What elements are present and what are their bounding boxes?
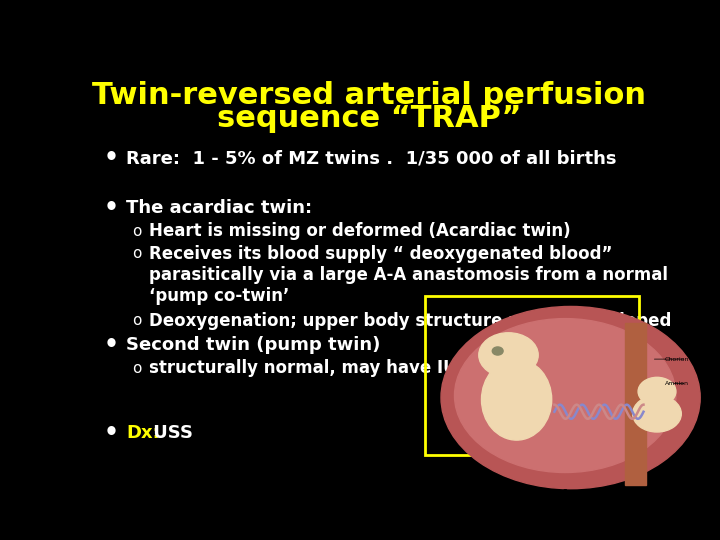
Text: •: •: [104, 334, 119, 357]
Text: Deoxygenation; upper body structure poorly developed: Deoxygenation; upper body structure poor…: [148, 312, 671, 329]
Ellipse shape: [454, 319, 676, 472]
Ellipse shape: [482, 359, 552, 440]
Text: Chorion: Chorion: [665, 356, 690, 362]
Text: TRAP Sequence: TRAP Sequence: [536, 489, 605, 498]
Text: The acardiac twin:: The acardiac twin:: [126, 199, 312, 217]
Text: ‘pump co-twin’: ‘pump co-twin’: [148, 287, 289, 305]
Circle shape: [479, 333, 539, 377]
Ellipse shape: [441, 306, 701, 489]
Text: (Twin-reversed arterial perf. also sequence): (Twin-reversed arterial perf. also seque…: [513, 498, 628, 503]
Text: •: •: [104, 421, 119, 445]
Text: Amnion: Amnion: [665, 381, 690, 386]
Text: sequence “TRAP”: sequence “TRAP”: [217, 104, 521, 133]
Circle shape: [638, 377, 676, 406]
Bar: [625, 322, 647, 485]
Circle shape: [492, 347, 503, 355]
Text: Second twin (pump twin): Second twin (pump twin): [126, 336, 381, 354]
Text: Heart is missing or deformed (Acardiac twin): Heart is missing or deformed (Acardiac t…: [148, 222, 570, 240]
Text: Rare:  1 - 5% of MZ twins .  1/35 000 of all births: Rare: 1 - 5% of MZ twins . 1/35 000 of a…: [126, 150, 617, 167]
Text: parasitically via a large A-A anastomosis from a normal: parasitically via a large A-A anastomosi…: [148, 266, 667, 284]
Text: Twin-reversed arterial perfusion: Twin-reversed arterial perfusion: [92, 82, 646, 111]
Text: Dx:: Dx:: [126, 424, 160, 442]
Text: structurally normal, may have IUGR: structurally normal, may have IUGR: [148, 359, 482, 377]
Bar: [426, 296, 639, 455]
Text: o: o: [132, 313, 141, 328]
Text: •: •: [104, 196, 119, 220]
Text: USS: USS: [148, 424, 194, 442]
Text: o: o: [132, 361, 141, 376]
Text: o: o: [132, 224, 141, 239]
Circle shape: [633, 395, 681, 432]
Text: Receives its blood supply “ deoxygenated blood”: Receives its blood supply “ deoxygenated…: [148, 245, 612, 263]
Text: •: •: [104, 146, 119, 170]
Text: o: o: [132, 246, 141, 261]
